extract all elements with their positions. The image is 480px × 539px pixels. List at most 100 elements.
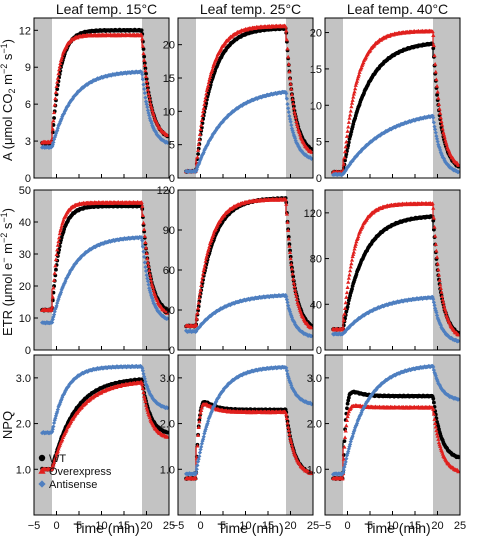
data-point [151, 288, 156, 293]
data-point [349, 100, 355, 105]
data-point [204, 255, 209, 260]
data-point [61, 217, 66, 222]
data-point [291, 106, 296, 110]
data-point [439, 153, 445, 158]
data-point [56, 71, 61, 76]
data-point [344, 139, 349, 144]
data-point [294, 119, 299, 124]
data-point [52, 309, 57, 314]
data-point [287, 69, 292, 74]
x-tick-label: 20 [140, 520, 152, 532]
data-point [202, 102, 207, 106]
data-point [165, 316, 170, 321]
data-point [293, 115, 298, 120]
x-tick-label: −5 [28, 520, 41, 532]
data-point [211, 230, 216, 235]
data-point [148, 278, 154, 283]
dark-period-shade [34, 18, 52, 178]
data-point [287, 117, 293, 122]
series-antisense [40, 234, 170, 326]
data-point [144, 273, 149, 278]
data-point [292, 287, 298, 292]
y-tick-label: 80 [310, 254, 322, 266]
data-point [51, 314, 56, 319]
data-point [205, 251, 210, 255]
data-point [200, 113, 205, 117]
data-point [200, 275, 205, 280]
data-point [53, 263, 58, 268]
data-point [199, 122, 204, 127]
data-point [291, 280, 296, 285]
data-point [52, 270, 57, 275]
data-point [142, 54, 147, 59]
data-point [206, 83, 211, 88]
data-point [210, 66, 215, 71]
data-point [434, 77, 439, 82]
data-point [199, 118, 204, 122]
data-point [211, 64, 216, 69]
data-point [291, 101, 296, 106]
data-point [432, 53, 437, 58]
data-point [436, 102, 442, 106]
data-point [145, 260, 151, 265]
data-point [60, 114, 65, 119]
data-point [199, 278, 204, 283]
data-point [442, 158, 447, 163]
data-point [195, 310, 200, 315]
data-point [144, 251, 149, 256]
data-point [206, 246, 211, 251]
data-point [345, 304, 350, 309]
data-point [346, 279, 351, 284]
data-point [143, 68, 148, 73]
data-point [344, 295, 349, 299]
data-point [441, 132, 447, 137]
dark-period-shade [325, 190, 343, 350]
data-point [149, 294, 154, 300]
column-title-3: Leaf temp. 40°C [347, 1, 448, 17]
data-point [348, 268, 353, 273]
dark-period-shade [286, 18, 313, 178]
data-point [202, 265, 207, 270]
data-point [287, 243, 292, 248]
data-point [435, 92, 439, 97]
data-point [355, 76, 360, 81]
y-tick-label: 5 [169, 140, 175, 152]
data-point [206, 80, 211, 85]
data-point [289, 262, 294, 266]
series-antisense [40, 69, 170, 150]
data-point [55, 247, 60, 252]
data-point [286, 54, 291, 59]
data-point [152, 114, 157, 119]
data-point [295, 124, 300, 129]
data-point [53, 90, 59, 94]
data-point [142, 63, 147, 67]
data-point [143, 240, 148, 245]
data-point [444, 142, 449, 146]
series-wt [40, 203, 170, 313]
series-wt [40, 27, 170, 147]
data-point [346, 120, 351, 124]
data-point [142, 234, 147, 238]
data-point [349, 261, 354, 266]
data-point [54, 303, 59, 308]
data-point [147, 97, 152, 102]
data-point [54, 252, 59, 257]
data-point [431, 43, 436, 48]
y-tick-label: 9 [25, 62, 31, 74]
data-point [197, 295, 202, 300]
data-point [203, 258, 208, 263]
data-point [294, 297, 300, 301]
data-point [344, 290, 350, 295]
data-point [346, 124, 351, 129]
data-point [143, 74, 149, 79]
dark-period-shade [178, 190, 196, 350]
data-point [297, 130, 302, 135]
data-point [438, 150, 443, 155]
data-point [197, 291, 203, 296]
data-point [286, 228, 291, 233]
data-point [196, 300, 201, 305]
data-point [437, 106, 442, 111]
